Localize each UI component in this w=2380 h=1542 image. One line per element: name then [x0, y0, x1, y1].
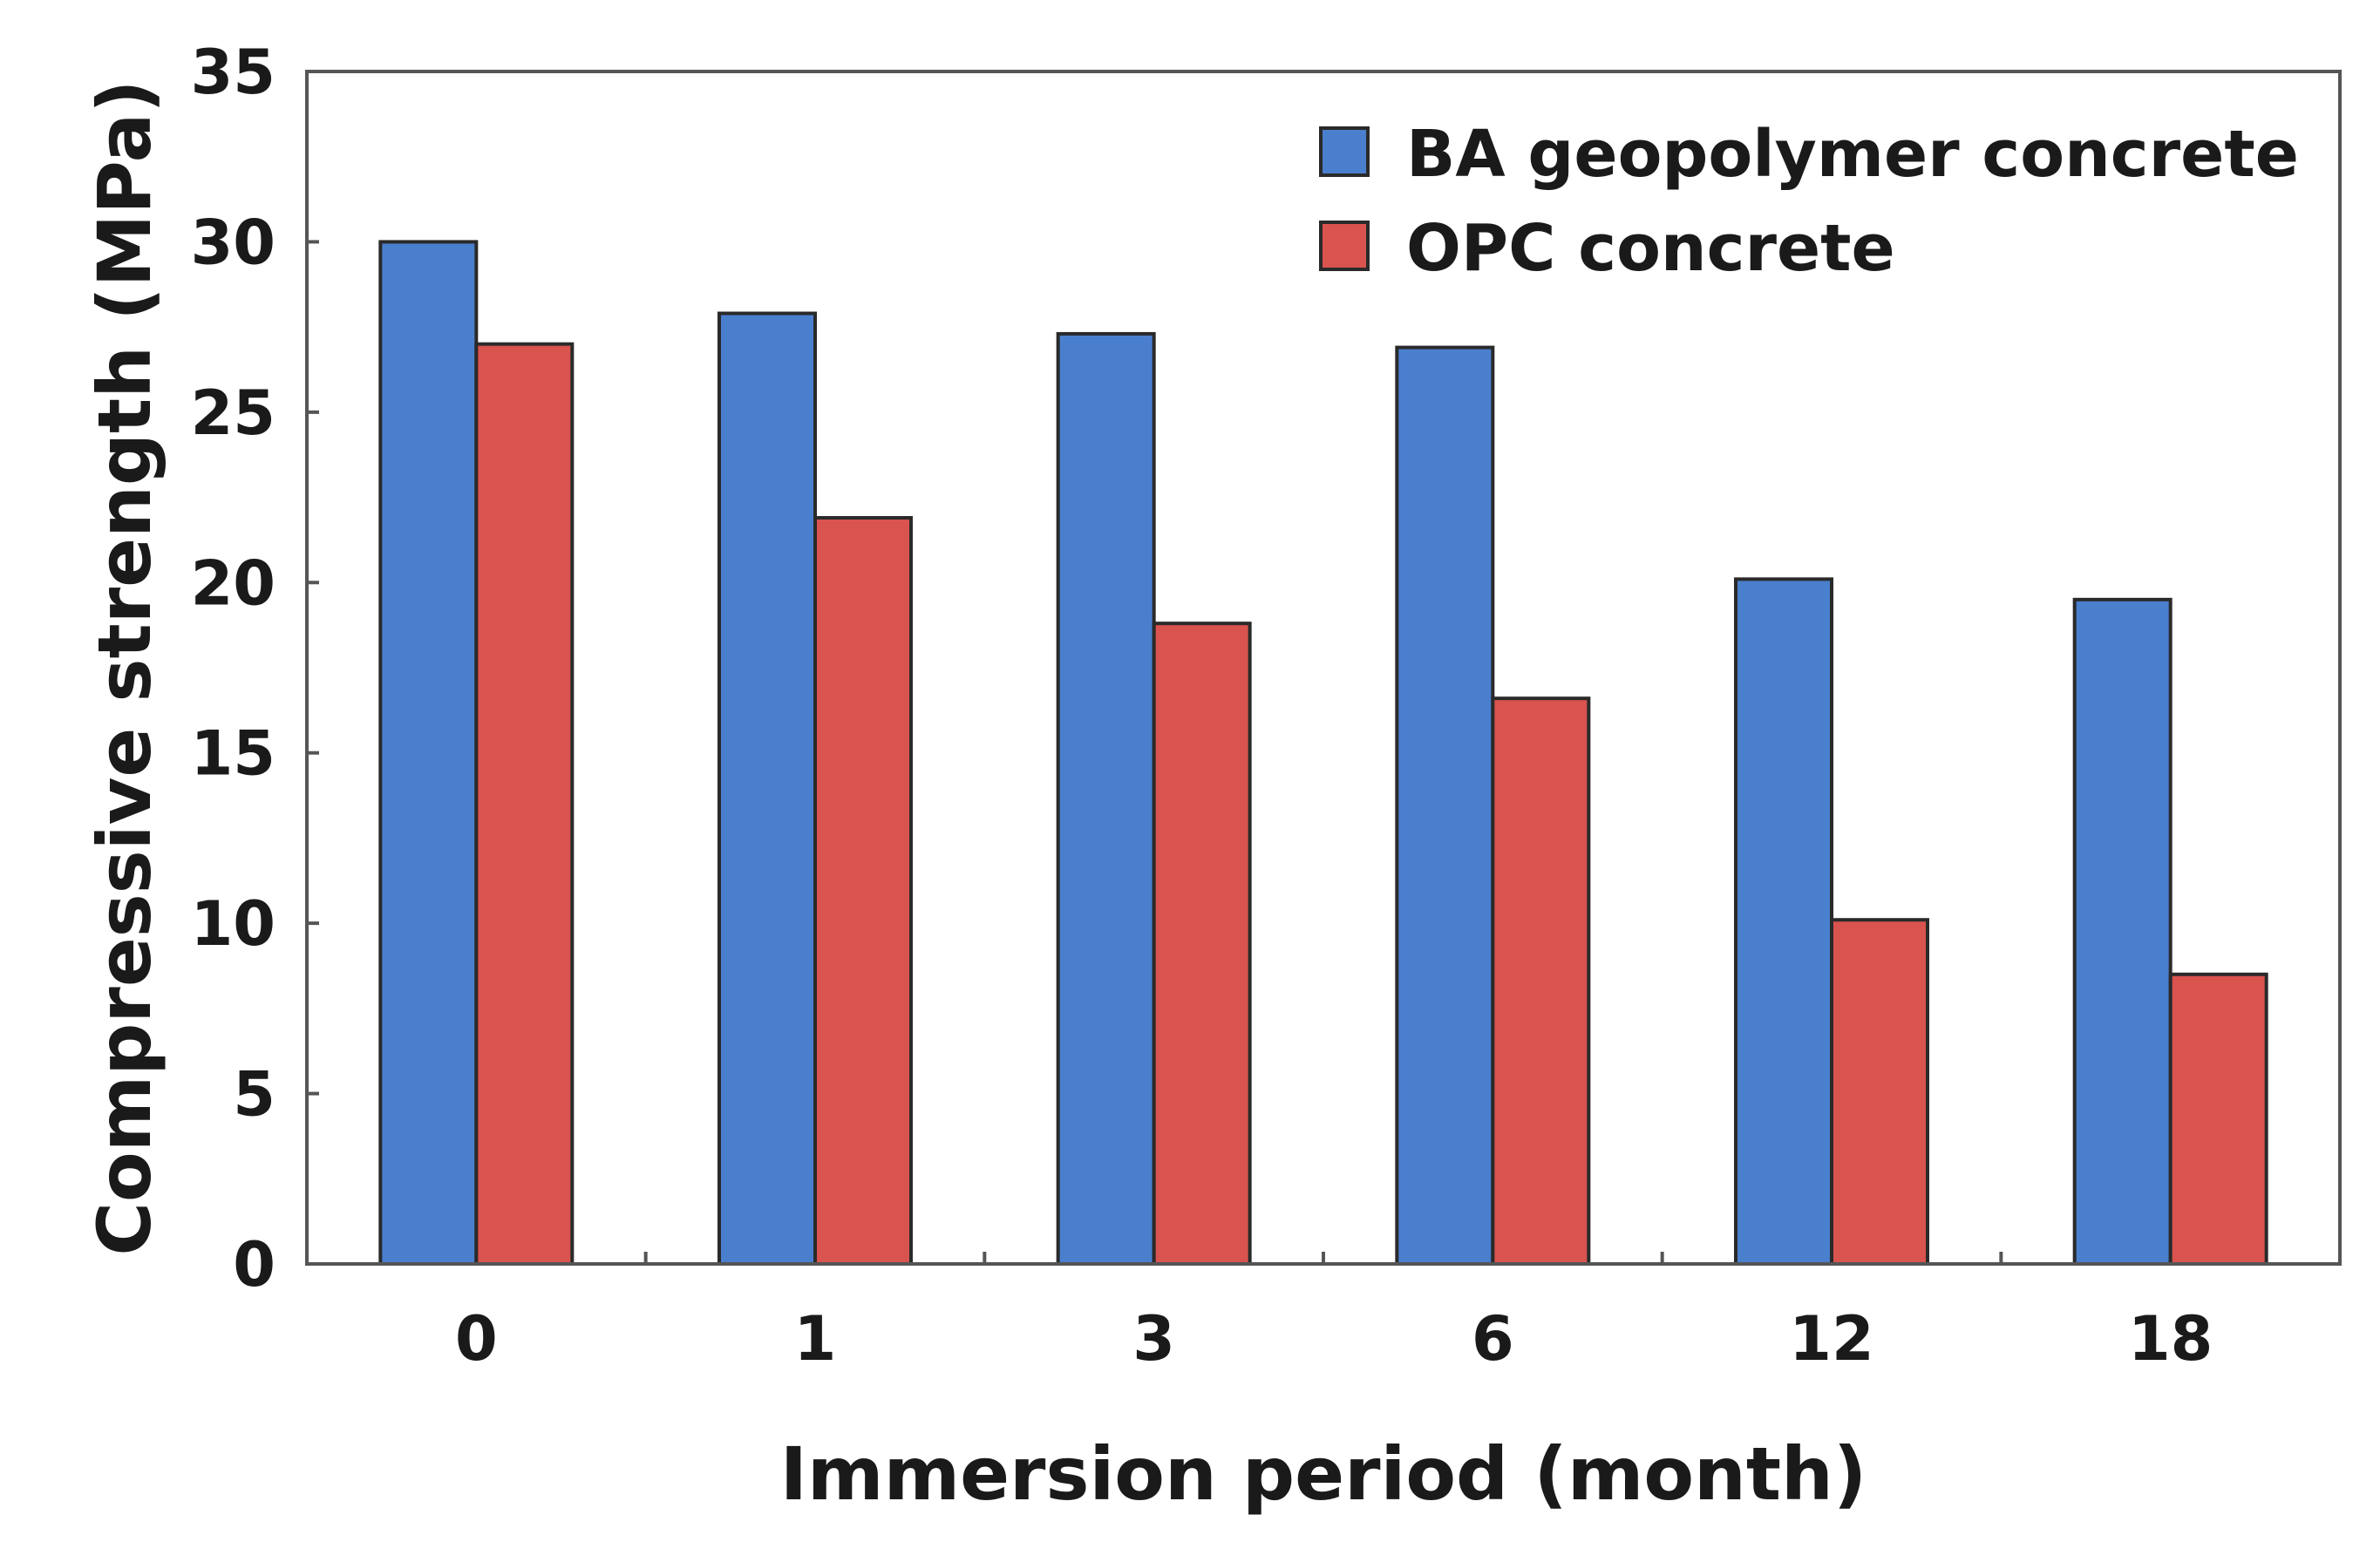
legend-label-opc: OPC concrete [1406, 211, 1895, 286]
bar-opc-0 [474, 342, 575, 1267]
x-axis-title: Immersion period (month) [780, 1431, 1867, 1517]
bar-ba-geopolymer-18 [2072, 597, 2173, 1266]
bars-layer [378, 240, 2268, 1267]
y-tick-label: 30 [191, 207, 275, 278]
ticks-layer: 0 5 10 15 20 25 30 35 0 1 3 6 12 18 [191, 37, 2213, 1375]
x-tick-label: 1 [794, 1303, 837, 1375]
bar-ba-geopolymer-1 [717, 311, 817, 1267]
bar-opc-1 [813, 516, 913, 1266]
bar-ba-geopolymer-12 [1734, 577, 1833, 1266]
x-tick-label: 0 [455, 1303, 498, 1375]
y-tick-label: 15 [191, 718, 275, 790]
bar-ba-geopolymer-0 [378, 240, 479, 1266]
y-tick-label: 0 [233, 1229, 275, 1301]
bar-ba-geopolymer-6 [1395, 345, 1495, 1267]
legend: BA geopolymer concrete OPC concrete [1319, 117, 2299, 286]
legend-swatch-ba-geopolymer [1319, 126, 1370, 177]
y-axis-title: Compressive strength (MPa) [82, 79, 167, 1255]
y-tick-label: 35 [191, 37, 275, 108]
x-tick-label: 3 [1132, 1303, 1175, 1375]
bar-opc-6 [1491, 696, 1591, 1266]
bar-opc-18 [2168, 972, 2268, 1267]
y-tick-label: 25 [191, 377, 275, 449]
bar-ba-geopolymer-3 [1056, 331, 1156, 1267]
legend-swatch-opc [1319, 221, 1370, 271]
bar-opc-12 [1830, 918, 1929, 1266]
x-tick-label: 18 [2128, 1303, 2213, 1375]
y-tick-label: 10 [191, 888, 275, 960]
legend-label-ba-geopolymer: BA geopolymer concrete [1406, 117, 2299, 192]
y-tick-label: 20 [191, 547, 275, 619]
x-tick-label: 6 [1472, 1303, 1514, 1375]
y-tick-label: 5 [233, 1059, 275, 1131]
x-tick-label: 12 [1789, 1303, 1873, 1375]
bar-opc-3 [1152, 622, 1252, 1266]
